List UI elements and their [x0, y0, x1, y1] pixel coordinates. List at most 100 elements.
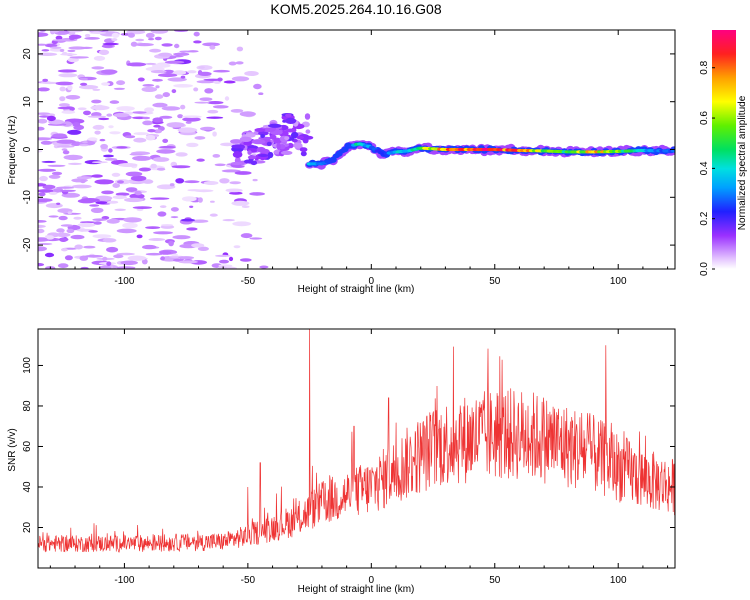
- noise-blob: [137, 77, 145, 82]
- colorbar-tick-label: 0.6: [699, 111, 710, 125]
- noise-blob: [116, 266, 136, 269]
- noise-blob: [60, 224, 74, 227]
- noise-blob: [129, 193, 145, 199]
- noise-blob: [177, 114, 184, 119]
- noise-blob: [39, 175, 48, 182]
- signal-blob: [267, 151, 274, 159]
- signal-blob: [285, 117, 297, 124]
- noise-blob: [127, 255, 147, 261]
- x-tick-label: 100: [610, 276, 627, 287]
- noise-blob: [82, 141, 88, 144]
- y-tick-label: 10: [22, 96, 33, 108]
- noise-blob: [193, 31, 200, 37]
- noise-blob: [63, 154, 83, 161]
- noise-blob: [125, 187, 138, 193]
- noise-blob: [58, 215, 68, 221]
- noise-blob: [158, 52, 173, 57]
- noise-blob: [60, 53, 78, 56]
- noise-blob: [193, 40, 202, 44]
- noise-blob: [168, 240, 174, 247]
- noise-blob: [124, 197, 144, 203]
- noise-blob: [187, 70, 197, 74]
- noise-blob: [181, 196, 197, 202]
- noise-blob: [193, 87, 199, 92]
- noise-blob: [113, 254, 124, 259]
- noise-blob: [38, 220, 47, 223]
- noise-blob: [182, 117, 201, 122]
- snr-axes: -100 -50 0 50 100 20 40 60 80 100: [22, 329, 675, 586]
- noise-blob: [199, 97, 213, 101]
- noise-blob: [144, 107, 155, 113]
- signal-blob: [293, 142, 303, 149]
- noise-blob: [145, 134, 156, 141]
- noise-blob: [107, 200, 119, 204]
- noise-blob: [61, 248, 68, 252]
- noise-blob: [44, 252, 55, 258]
- y-tick-label: 20: [22, 521, 33, 533]
- noise-blob: [108, 125, 114, 129]
- noise-blob: [101, 82, 111, 86]
- x-tick-label: 0: [369, 276, 375, 287]
- signal-blob: [230, 161, 242, 166]
- signal-blob: [230, 139, 243, 144]
- noise-blob: [136, 234, 143, 239]
- noise-blob: [73, 216, 82, 220]
- noise-blob: [229, 191, 243, 195]
- noise-blob: [258, 92, 264, 95]
- noise-blob: [112, 266, 117, 269]
- noise-blob: [249, 237, 263, 240]
- noise-blob: [48, 174, 61, 179]
- noise-blob: [186, 142, 199, 148]
- signal-blob: [291, 131, 299, 139]
- noise-blob: [164, 60, 185, 64]
- noise-blob: [38, 43, 47, 46]
- noise-blob: [98, 117, 110, 121]
- noise-blob: [134, 43, 154, 47]
- noise-blob: [67, 30, 83, 33]
- noise-blob: [228, 61, 237, 66]
- noise-blob: [38, 192, 46, 197]
- noise-blob: [244, 71, 259, 76]
- noise-blob: [47, 113, 56, 117]
- noise-blob: [80, 46, 93, 50]
- noise-blob: [55, 35, 63, 40]
- noise-blob: [169, 183, 175, 187]
- noise-blob: [127, 62, 147, 67]
- noise-blob: [132, 111, 147, 114]
- noise-blob: [231, 76, 250, 82]
- noise-blob: [38, 168, 56, 172]
- noise-blob: [53, 144, 60, 149]
- noise-blob: [132, 155, 152, 161]
- noise-blob: [38, 150, 43, 153]
- noise-blob: [145, 226, 161, 230]
- noise-blob: [58, 73, 78, 78]
- snr-xlabel: Height of straight line (km): [298, 584, 415, 595]
- signal-blob: [245, 133, 256, 138]
- noise-blob: [147, 129, 156, 133]
- noise-blob: [92, 88, 101, 91]
- noise-blob: [198, 71, 212, 76]
- noise-blob: [44, 43, 58, 48]
- noise-blob: [239, 111, 256, 117]
- signal-blob: [251, 139, 266, 145]
- noise-blob: [159, 205, 167, 209]
- noise-blob: [214, 163, 226, 167]
- noise-blob: [111, 172, 121, 177]
- noise-blob: [95, 195, 113, 201]
- snr-panel: -100 -50 0 50 100 20 40 60 80 100 Height of strai…: [7, 328, 676, 595]
- noise-blob: [166, 122, 185, 128]
- signal-blob: [239, 136, 252, 142]
- noise-blob: [154, 36, 162, 41]
- noise-blob: [38, 198, 53, 202]
- noise-blob: [108, 148, 113, 153]
- noise-blob: [185, 121, 192, 124]
- noise-blob: [200, 126, 216, 131]
- noise-blob: [68, 162, 82, 165]
- snr-ylabel: SNR (v/v): [7, 428, 18, 471]
- noise-blob: [92, 161, 108, 164]
- x-tick-label: 50: [489, 276, 501, 287]
- noise-blob: [212, 154, 221, 158]
- noise-blob: [116, 80, 126, 86]
- noise-blob: [152, 102, 168, 108]
- signal-blob: [273, 137, 282, 144]
